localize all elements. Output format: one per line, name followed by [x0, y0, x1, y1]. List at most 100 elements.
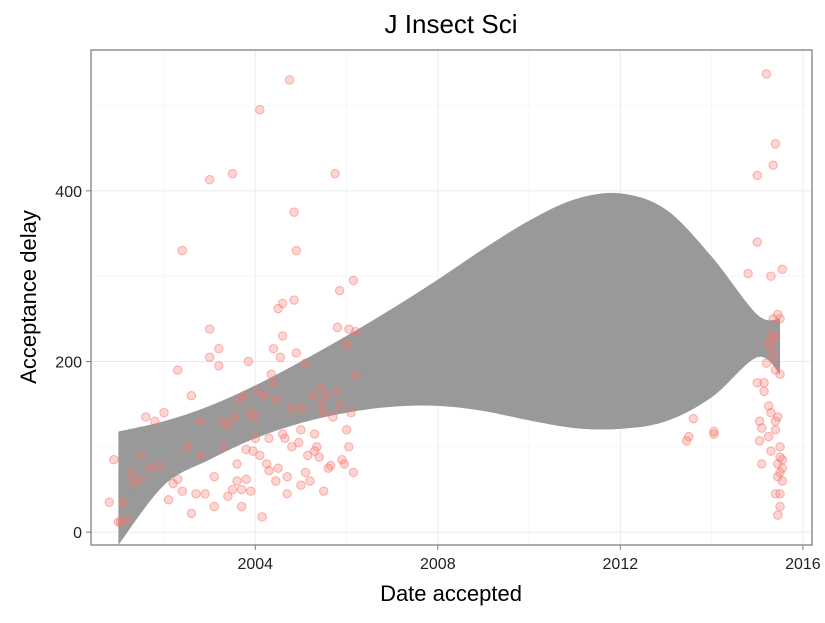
x-tick-label: 2008	[420, 556, 456, 573]
data-point	[273, 463, 283, 473]
data-point	[766, 344, 776, 354]
data-point	[777, 264, 788, 275]
chart-title: J Insect Sci	[385, 9, 518, 39]
data-point	[227, 484, 238, 495]
data-point	[319, 486, 329, 496]
data-point	[775, 489, 785, 499]
data-point	[344, 442, 354, 452]
data-point	[259, 390, 270, 401]
data-point	[770, 139, 781, 149]
data-point	[246, 486, 256, 496]
data-point	[768, 160, 778, 170]
data-point	[218, 442, 229, 452]
data-point	[204, 175, 215, 185]
data-point	[264, 433, 274, 444]
data-point	[191, 489, 201, 499]
data-point	[307, 390, 318, 401]
data-point	[252, 386, 263, 397]
data-point	[777, 476, 788, 486]
data-point	[177, 245, 187, 256]
data-point	[766, 271, 776, 281]
y-tick-label: 400	[55, 184, 82, 201]
data-point	[127, 469, 137, 479]
data-point	[344, 324, 354, 334]
data-point	[141, 412, 151, 422]
data-point	[341, 339, 352, 350]
data-point	[305, 476, 315, 486]
data-point	[761, 69, 772, 79]
data-point	[150, 416, 160, 426]
data-point	[770, 425, 781, 435]
data-point	[300, 467, 311, 478]
data-point	[232, 476, 242, 486]
y-axis: 0 200 400	[55, 184, 91, 542]
data-point	[339, 459, 349, 469]
data-point	[163, 495, 174, 505]
data-point	[173, 474, 183, 484]
data-point	[296, 403, 306, 414]
data-point	[261, 459, 272, 469]
panel-border	[90, 49, 813, 546]
data-point	[770, 331, 781, 341]
data-point	[350, 326, 361, 337]
data-point	[766, 446, 776, 456]
data-point	[195, 416, 206, 426]
data-point	[113, 517, 124, 527]
data-point	[214, 361, 224, 371]
data-point	[159, 408, 169, 418]
data-point	[296, 425, 306, 435]
data-point	[334, 285, 345, 296]
data-point	[173, 365, 183, 375]
data-point	[241, 444, 251, 455]
data-point	[182, 442, 192, 452]
x-tick-label: 2012	[603, 556, 639, 573]
data-point	[266, 369, 276, 380]
data-point	[282, 472, 292, 482]
data-point	[280, 433, 290, 444]
data-point	[145, 463, 156, 473]
data-point	[104, 497, 114, 508]
data-point	[154, 460, 165, 471]
data-point	[271, 395, 281, 405]
data-point	[319, 408, 329, 418]
data-point	[204, 352, 215, 362]
points-layer	[104, 69, 788, 527]
data-point	[334, 401, 345, 411]
data-point	[328, 412, 338, 422]
data-point	[763, 431, 774, 442]
data-point	[236, 501, 247, 512]
data-point	[775, 314, 785, 324]
data-point	[775, 369, 785, 380]
data-point	[129, 478, 140, 489]
data-point	[300, 358, 311, 368]
data-point	[296, 480, 306, 490]
confidence-band	[118, 192, 781, 545]
y-axis-label: Acceptance delay	[16, 210, 41, 384]
data-point	[204, 324, 215, 334]
data-point	[230, 412, 240, 422]
data-point	[316, 382, 327, 392]
confidence-band-layer	[118, 192, 781, 545]
data-point	[773, 510, 783, 520]
data-point	[752, 378, 762, 388]
data-point	[250, 433, 260, 444]
data-point	[277, 331, 288, 341]
data-point	[289, 295, 299, 305]
data-point	[282, 489, 292, 499]
data-point	[341, 425, 352, 435]
data-point	[291, 245, 302, 256]
data-point	[209, 501, 219, 512]
data-point	[291, 348, 302, 358]
data-point	[348, 275, 359, 286]
data-point	[763, 401, 774, 411]
data-point	[223, 420, 233, 431]
data-point	[350, 371, 361, 381]
data-point	[200, 489, 210, 499]
data-point	[777, 454, 788, 465]
data-point	[109, 454, 119, 465]
data-point	[287, 403, 297, 414]
data-point	[122, 514, 133, 525]
data-point	[268, 378, 279, 388]
data-point	[186, 390, 197, 401]
